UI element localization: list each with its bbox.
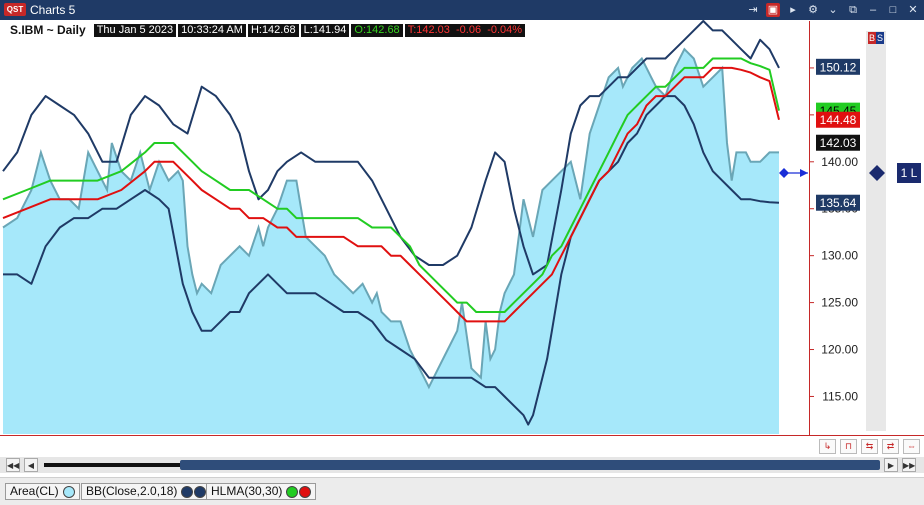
scroll-thumb[interactable] [180,460,880,470]
change-percent: -0.04% [487,23,523,36]
buy-sell-strip[interactable] [866,31,886,431]
scroll-first-icon[interactable]: ◀◀ [6,458,20,472]
scroll-last-icon[interactable]: ▶▶ [902,458,916,472]
minimize-icon[interactable]: – [869,4,877,16]
date-label: Thu Jan 5 2023 [93,23,177,37]
last-label: T:142.03 -0.06 -0.04% [404,23,526,37]
last-price: T:142.03 [407,23,450,36]
compress-icon[interactable]: ⇆ [861,439,878,454]
link-icon[interactable]: ⇥ [748,4,758,16]
alert-icon[interactable]: ▣ [766,3,780,17]
legend-area-swatch [62,485,75,498]
time-label: 10:33:24 AM [178,23,246,37]
bar-spacing-icon[interactable]: ⊓ [840,439,857,454]
symbol-label: S.IBM ~ Daily [10,23,86,37]
legend-hlma-swatch-high [286,485,299,498]
app-logo: QST [4,3,26,16]
gear-icon[interactable]: ⚙ [808,4,818,16]
legend-bollinger-swatch-2 [194,485,207,498]
change-value: -0.06 [456,23,482,36]
scroll-right-icon[interactable]: ▶ [884,458,898,472]
open-label: O:142.68 [351,23,403,37]
legend-bollinger[interactable]: BB(Close,2.0,18) [81,483,212,500]
legend-area-label: Area(CL) [10,484,59,498]
chart-header: S.IBM ~ Daily Thu Jan 5 2023 10:33:24 AM… [10,23,526,37]
window-title: Charts 5 [30,3,76,17]
time-axis-buttons: ↳ ⊓ ⇆ ⇄ ⇔ [819,439,920,454]
title-bar: QST Charts 5 ⇥ ▣ ▸ ⚙ ⌄ ⧉ – □ ✕ [0,0,924,20]
position-badge[interactable]: 1 L [897,163,921,183]
high-label: H:142.68 [247,23,299,37]
legend-bollinger-swatch-1 [181,485,194,498]
legend-hlma-swatch-low [299,485,312,498]
indicator-legend: Area(CL) BB(Close,2.0,18) HLMA(30,30) [0,477,924,505]
detach-icon[interactable]: ⧉ [849,4,857,16]
chart-scrollbar[interactable]: ◀◀ ◀ ▶ ▶▶ [0,457,924,473]
legend-bollinger-label: BB(Close,2.0,18) [86,484,178,498]
scroll-left-icon[interactable]: ◀ [24,458,38,472]
zoom-reset-icon[interactable]: ↳ [819,439,836,454]
time-axis[interactable] [0,435,924,458]
expand-icon[interactable]: ⇄ [882,439,899,454]
chart-area[interactable] [3,21,809,435]
title-bar-tools: ⇥ ▣ ▸ ⚙ ⌄ ⧉ – □ ✕ [746,2,920,18]
sell-button[interactable]: S [876,32,884,44]
buy-button[interactable]: B [868,32,876,44]
close-icon[interactable]: ✕ [908,4,918,16]
maximize-icon[interactable]: □ [889,4,897,16]
legend-hlma-label: HLMA(30,30) [211,484,283,498]
forward-icon[interactable]: ▸ [790,4,796,16]
price-axis[interactable] [809,21,867,435]
low-label: L:141.94 [300,23,350,37]
legend-area[interactable]: Area(CL) [5,483,80,500]
fit-icon[interactable]: ⇔ [903,439,920,454]
legend-hlma[interactable]: HLMA(30,30) [206,483,317,500]
collapse-icon[interactable]: ⌄ [828,4,838,16]
